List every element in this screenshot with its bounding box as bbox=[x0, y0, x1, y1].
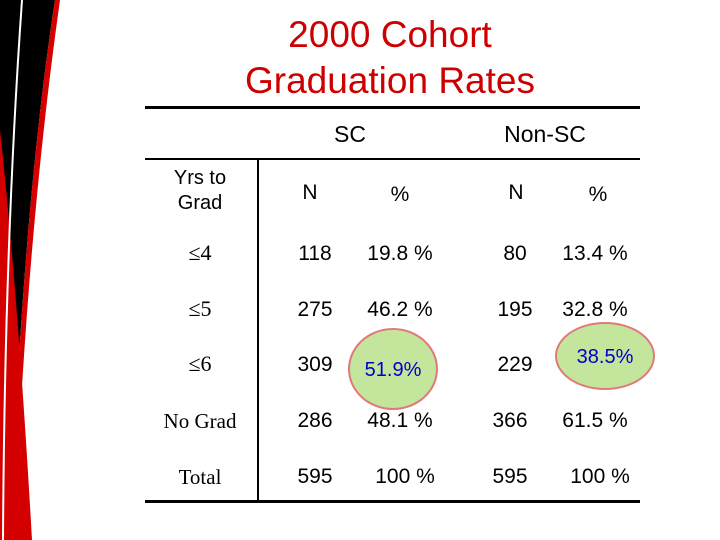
sc-n-header: N bbox=[302, 181, 318, 204]
sc-pct-cell: 19.8 % bbox=[367, 242, 433, 265]
nonsc-pct-cell-highlighted: 38.5% bbox=[576, 346, 634, 368]
non-sc-group-header: Non-SC bbox=[504, 121, 586, 147]
row-label: ≤4 bbox=[188, 240, 212, 265]
sc-group-header: SC bbox=[334, 121, 366, 147]
sc-n-cell: 286 bbox=[297, 409, 333, 432]
sc-n-cell: 118 bbox=[298, 242, 332, 265]
nonsc-n-cell: 595 bbox=[492, 465, 528, 488]
sc-pct-cell-highlighted: 51.9% bbox=[364, 359, 422, 381]
row-label: No Grad bbox=[163, 409, 237, 433]
red-swoosh bbox=[0, 130, 32, 540]
nonsc-n-cell: 195 bbox=[497, 298, 533, 321]
nonsc-n-header: N bbox=[508, 181, 524, 204]
nonsc-n-cell: 229 bbox=[497, 353, 533, 376]
row-label: ≤5 bbox=[188, 296, 212, 321]
sc-pct-cell: 46.2 % bbox=[367, 298, 433, 321]
red-accent bbox=[10, 0, 60, 540]
nonsc-n-cell: 366 bbox=[492, 409, 528, 432]
nonsc-pct-cell: 61.5 % bbox=[562, 409, 628, 432]
column-divider bbox=[257, 158, 259, 502]
header-rule bbox=[145, 158, 640, 160]
table-bottom-rule bbox=[145, 500, 640, 503]
yrs-header-line-1: Yrs to bbox=[173, 167, 227, 189]
title-line-1: 2000 Cohort bbox=[288, 14, 492, 55]
slide-title: 2000 Cohort Graduation Rates bbox=[180, 12, 600, 104]
sc-n-cell: 309 bbox=[297, 353, 333, 376]
table-top-rule bbox=[145, 106, 640, 109]
white-stripe bbox=[2, 0, 23, 540]
sc-n-cell: 275 bbox=[297, 298, 333, 321]
yrs-header-line-2: Grad bbox=[177, 192, 223, 214]
nonsc-n-cell: 80 bbox=[503, 242, 527, 265]
nonsc-pct-cell: 32.8 % bbox=[562, 298, 628, 321]
sc-highlight-oval bbox=[348, 328, 438, 410]
sc-pct-cell: 48.1 % bbox=[367, 409, 433, 432]
title-line-2: Graduation Rates bbox=[244, 60, 535, 101]
sc-n-cell: 595 bbox=[297, 465, 333, 488]
sc-pct-cell: 100 % bbox=[375, 465, 435, 488]
sc-pct-header: % bbox=[390, 183, 410, 206]
nonsc-pct-cell: 13.4 % bbox=[562, 242, 628, 265]
nonsc-pct-cell: 100 % bbox=[570, 465, 630, 488]
row-label: ≤6 bbox=[188, 351, 212, 376]
row-label: Total bbox=[178, 465, 222, 489]
yrs-to-grad-header: Yrs to Grad bbox=[145, 166, 255, 216]
nonsc-pct-header: % bbox=[588, 183, 608, 206]
nonsc-highlight-oval bbox=[555, 322, 655, 390]
